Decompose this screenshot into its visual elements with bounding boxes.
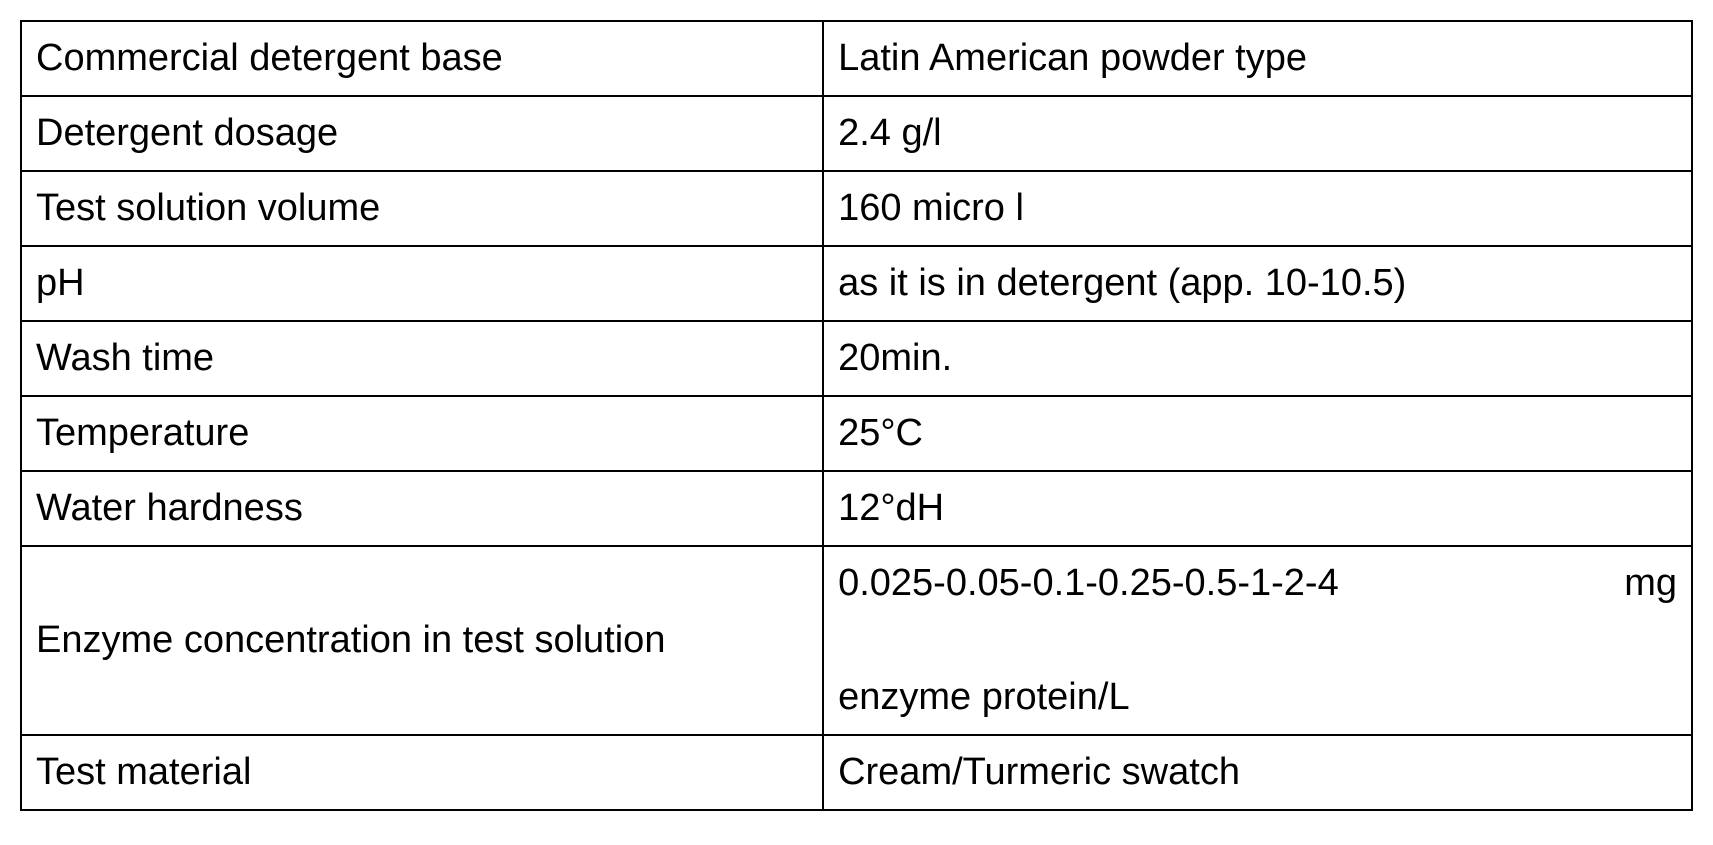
param-label: Water hardness [21,471,823,546]
table-row: Water hardness 12°dH [21,471,1692,546]
table-row: pH as it is in detergent (app. 10-10.5) [21,246,1692,321]
param-label: Detergent dosage [21,96,823,171]
param-label: Wash time [21,321,823,396]
param-value: Latin American powder type [823,21,1692,96]
parameters-table-container: Commercial detergent base Latin American… [20,20,1693,811]
param-value: 12°dH [823,471,1692,546]
param-label: Commercial detergent base [21,21,823,96]
param-value: Cream/Turmeric swatch [823,735,1692,810]
param-value: as it is in detergent (app. 10-10.5) [823,246,1692,321]
table-row: Wash time 20min. [21,321,1692,396]
param-label: Enzyme concentration in test solution [21,546,823,735]
table-row: Commercial detergent base Latin American… [21,21,1692,96]
param-value: 20min. [823,321,1692,396]
table-row: Enzyme concentration in test solution 0.… [21,546,1692,735]
param-value-line1-text: 0.025-0.05-0.1-0.25-0.5-1-2-4 [838,562,1339,604]
param-value: 160 micro l [823,171,1692,246]
parameters-table: Commercial detergent base Latin American… [20,20,1693,811]
table-row: Test material Cream/Turmeric swatch [21,735,1692,810]
param-label: Test solution volume [21,171,823,246]
param-value-line1-suffix: mg [1624,562,1677,604]
param-label: Temperature [21,396,823,471]
param-label: Test material [21,735,823,810]
table-row: Detergent dosage 2.4 g/l [21,96,1692,171]
param-value-line1: 0.025-0.05-0.1-0.25-0.5-1-2-4 mg [838,555,1677,669]
table-row: Test solution volume 160 micro l [21,171,1692,246]
param-value-line2: enzyme protein/L [838,669,1677,726]
param-value: 0.025-0.05-0.1-0.25-0.5-1-2-4 mg enzyme … [823,546,1692,735]
param-value: 25°C [823,396,1692,471]
table-row: Temperature 25°C [21,396,1692,471]
param-value: 2.4 g/l [823,96,1692,171]
param-label: pH [21,246,823,321]
